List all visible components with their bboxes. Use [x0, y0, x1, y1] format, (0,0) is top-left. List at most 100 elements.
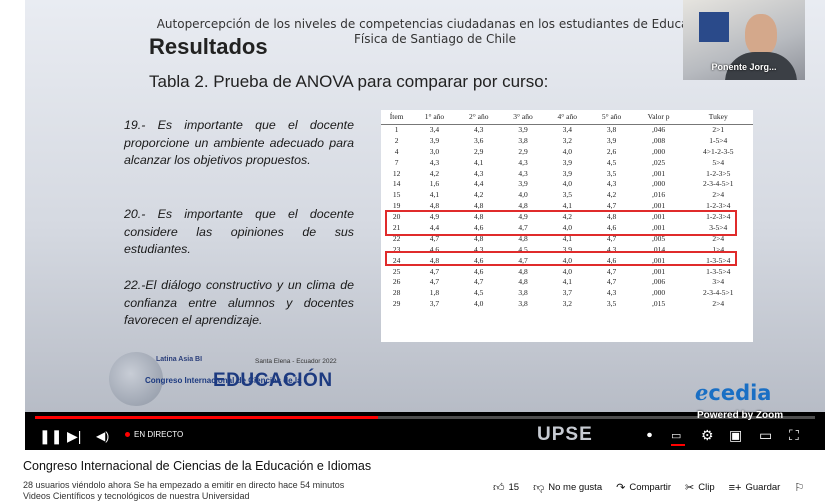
table-cell: 3>4: [712, 277, 725, 287]
table-cell: ,001: [652, 212, 666, 222]
powered-by-zoom: Powered by Zoom: [697, 410, 784, 421]
table-cell: 4,8: [429, 255, 440, 265]
table-cell: 4,0: [474, 299, 484, 309]
table-cell: ,016: [652, 190, 666, 200]
congress-logo-disc: [109, 352, 163, 406]
table-cell: ,025: [652, 157, 666, 167]
table-row: 14 1,6 4,4 3,9 4,0 4,3 ,000 2-3-4-5>1: [381, 178, 753, 189]
video-player[interactable]: Autopercepción de los niveles de compete…: [25, 0, 825, 450]
progress-bar[interactable]: [35, 416, 815, 419]
report-button[interactable]: ⚐: [794, 481, 804, 494]
table-cell: ,006: [652, 277, 666, 287]
table-row: 4 3,0 2,9 2,9 4,0 2,6 ,000 4>1-2-3-5: [381, 146, 753, 157]
clip-button[interactable]: ✂ Clip: [685, 482, 715, 494]
table-cell: ,001: [652, 222, 666, 232]
table-cell: 4,7: [429, 233, 440, 243]
table-cell: 4,3: [606, 179, 617, 189]
table-cell: 1-3-5>4: [706, 266, 731, 276]
table-cell: 22: [392, 233, 401, 243]
dislike-button[interactable]: 👎︎ No me gusta: [533, 482, 603, 494]
table-cell: 3,0: [429, 146, 440, 156]
table-cell: 3,4: [429, 125, 440, 135]
table-cell: 4,8: [518, 201, 528, 211]
table-cell: 3,5: [562, 190, 572, 200]
webcam-poster: [699, 12, 729, 42]
statement-22: 22.-El diálogo constructivo y un clima d…: [124, 278, 354, 327]
next-icon[interactable]: ▶|: [67, 428, 82, 444]
pause-icon[interactable]: ❚❚: [39, 428, 63, 444]
table-cell: 4,6: [474, 255, 484, 265]
share-button[interactable]: ↷ Compartir: [616, 482, 672, 494]
table-row: 21 4,4 4,6 4,7 4,0 4,6 ,001 3-5>4: [381, 222, 753, 233]
table-cell: 4,6: [474, 266, 484, 276]
autoplay-toggle[interactable]: ⏺: [647, 430, 652, 441]
table-cell: 3,4: [562, 125, 572, 135]
table-cell: 1,6: [429, 179, 440, 189]
table-cell: 4,0: [562, 146, 572, 156]
like-button[interactable]: 👍︎ 15: [493, 482, 520, 494]
table-cell: 3,9: [606, 135, 617, 145]
statement-19: 19.- Es importante que el docente propor…: [124, 118, 354, 167]
table-cell: 25: [392, 266, 401, 276]
theater-icon[interactable]: ▭: [759, 427, 773, 443]
table-cell: 2>4: [712, 190, 725, 200]
table-cell: 3-5>4: [709, 222, 728, 232]
video-title: Congreso Internacional de Ciencias de la…: [23, 459, 372, 473]
table-cell: ,001: [652, 201, 666, 211]
table-cell: 4,3: [518, 157, 528, 167]
table-cell: 4,0: [562, 179, 572, 189]
save-button[interactable]: ≡+ Guardar: [728, 481, 781, 494]
table-row: 12 4,2 4,3 4,3 3,9 3,5 ,001 1-2-3>5: [381, 168, 753, 179]
table-cell: 2,6: [606, 146, 617, 156]
subtitles-icon[interactable]: ▭: [671, 430, 682, 442]
volume-icon[interactable]: ◀): [96, 429, 110, 443]
table-cell: 4,8: [429, 201, 440, 211]
table-cell: 4,0: [562, 222, 572, 232]
table-cell: 4,7: [518, 222, 528, 232]
table-cell: ,014: [652, 244, 666, 254]
table-cell: 20: [392, 212, 401, 222]
table-row: 22 4,7 4,8 4,8 4,1 4,7 ,005 2>4: [381, 233, 753, 244]
table-cell: 1>4: [712, 244, 725, 254]
table-cell: 3,8: [518, 135, 528, 145]
table-row: 7 4,3 4,1 4,3 3,9 4,5 ,025 5>4: [381, 157, 753, 168]
table-row: 2 3,9 3,6 3,8 3,2 3,9 ,008 1-5>4: [381, 135, 753, 146]
table-cell: 23: [392, 244, 401, 254]
scissors-icon: ✂: [685, 482, 695, 494]
speaker-webcam: Ponente Jorg...: [683, 0, 805, 80]
table-cell: 3,5: [606, 168, 617, 178]
table-cell: 4,3: [474, 125, 484, 135]
gear-icon[interactable]: ⚙: [701, 427, 714, 443]
table-cell: 4,3: [518, 168, 528, 178]
slide-table-title: Tabla 2. Prueba de ANOVA para comparar p…: [149, 72, 549, 91]
table-cell: 2>1: [712, 125, 725, 135]
table-cell: ,005: [652, 233, 666, 243]
table-cell: 4,4: [429, 222, 440, 232]
table-cell: ,000: [652, 146, 666, 156]
table-cell: 4,1: [429, 190, 440, 200]
live-dot-icon: [125, 432, 130, 437]
table-cell: 4>1-2-3-5: [703, 146, 734, 156]
table-cell: 4,2: [606, 190, 617, 200]
table-row: 24 4,8 4,6 4,7 4,0 4,6 ,001 1-3-5>4: [381, 255, 753, 266]
table-header-cell: Ítem: [381, 110, 413, 125]
table-cell: ,008: [652, 135, 666, 145]
table-header-cell: Valor p: [633, 110, 684, 125]
table-cell: 26: [392, 277, 401, 287]
video-actions: 👍︎ 15 👎︎ No me gusta ↷ Compartir ✂ Clip …: [493, 481, 818, 495]
cedia-logo: ℯcedia: [695, 381, 772, 405]
fullscreen-icon[interactable]: ⛶: [789, 427, 799, 443]
table-cell: 12: [392, 168, 401, 178]
table-cell: ,001: [652, 168, 666, 178]
table-cell: 4,1: [474, 157, 484, 167]
table-cell: 3,2: [562, 135, 572, 145]
table-row: 20 4,9 4,8 4,9 4,2 4,8 ,001 1-2-3>4: [381, 211, 753, 222]
live-badge[interactable]: EN DIRECTO: [125, 430, 183, 439]
miniplayer-icon[interactable]: ▣: [729, 427, 743, 443]
table-row: 26 4,7 4,7 4,8 4,1 4,7 ,006 3>4: [381, 276, 753, 287]
table-cell: 4,1: [562, 201, 572, 211]
webcam-speaker-head: [745, 14, 777, 56]
progress-bar-fill: [35, 416, 379, 419]
table-cell: 4,7: [606, 277, 617, 287]
table-cell: 19: [392, 201, 401, 211]
